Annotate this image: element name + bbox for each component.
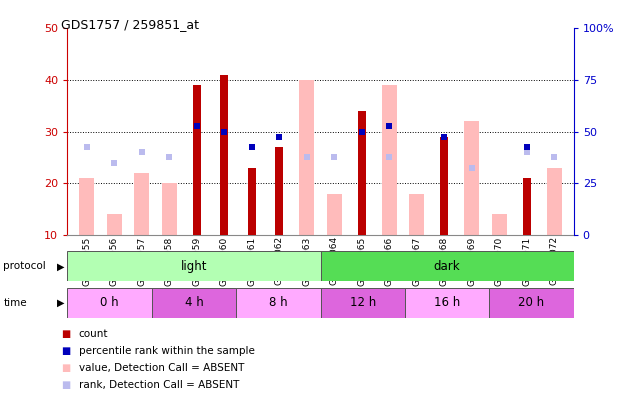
- Bar: [409, 194, 424, 235]
- Text: 20 h: 20 h: [519, 296, 545, 309]
- Text: 12 h: 12 h: [349, 296, 376, 309]
- Text: protocol: protocol: [3, 261, 46, 271]
- Bar: [327, 194, 342, 235]
- Text: value, Detection Call = ABSENT: value, Detection Call = ABSENT: [79, 363, 244, 373]
- Bar: [79, 178, 94, 235]
- Text: 4 h: 4 h: [185, 296, 203, 309]
- Text: ■: ■: [61, 363, 70, 373]
- Text: ▶: ▶: [56, 298, 64, 308]
- Bar: [320, 251, 574, 281]
- Bar: [523, 178, 531, 235]
- Bar: [67, 251, 320, 281]
- Text: percentile rank within the sample: percentile rank within the sample: [79, 346, 254, 356]
- Bar: [67, 288, 152, 318]
- Bar: [134, 173, 149, 235]
- Bar: [236, 288, 320, 318]
- Text: ▶: ▶: [56, 261, 64, 271]
- Bar: [320, 288, 405, 318]
- Bar: [489, 288, 574, 318]
- Bar: [106, 214, 122, 235]
- Text: 8 h: 8 h: [269, 296, 288, 309]
- Text: dark: dark: [434, 260, 460, 273]
- Bar: [221, 75, 228, 235]
- Bar: [547, 168, 562, 235]
- Text: ■: ■: [61, 346, 70, 356]
- Text: rank, Detection Call = ABSENT: rank, Detection Call = ABSENT: [79, 380, 239, 390]
- Text: light: light: [181, 260, 207, 273]
- Bar: [405, 288, 489, 318]
- Text: 0 h: 0 h: [100, 296, 119, 309]
- Bar: [193, 85, 201, 235]
- Text: count: count: [79, 329, 108, 339]
- Bar: [492, 214, 507, 235]
- Bar: [382, 85, 397, 235]
- Bar: [464, 121, 479, 235]
- Bar: [276, 147, 283, 235]
- Text: GDS1757 / 259851_at: GDS1757 / 259851_at: [61, 18, 199, 31]
- Bar: [358, 111, 365, 235]
- Text: ■: ■: [61, 380, 70, 390]
- Bar: [440, 137, 448, 235]
- Text: ■: ■: [61, 329, 70, 339]
- Bar: [248, 168, 256, 235]
- Text: time: time: [3, 298, 27, 308]
- Text: 16 h: 16 h: [434, 296, 460, 309]
- Bar: [162, 183, 177, 235]
- Bar: [299, 80, 314, 235]
- Bar: [152, 288, 236, 318]
